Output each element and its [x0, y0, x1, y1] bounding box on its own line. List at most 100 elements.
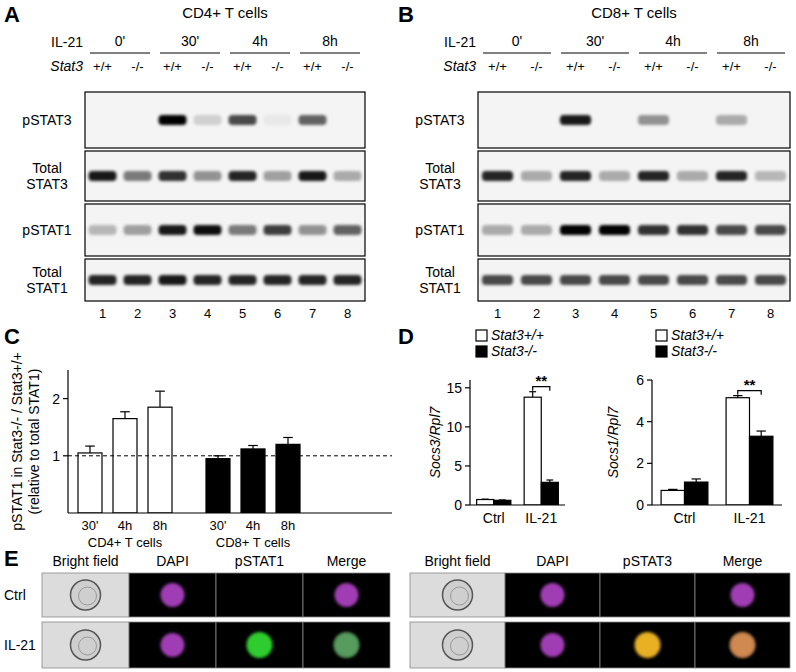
- merge-dapi: [335, 633, 359, 657]
- blot-title: CD4+ T cells: [182, 4, 268, 21]
- band: [299, 171, 327, 181]
- band: [89, 115, 117, 125]
- legend-label: Stat3+/+: [491, 327, 544, 343]
- panel-letter: B: [398, 2, 414, 27]
- image-tile: [695, 622, 790, 668]
- image-tile: [695, 573, 790, 617]
- lane-number: 2: [134, 306, 141, 321]
- band: [124, 225, 152, 235]
- band: [560, 171, 591, 181]
- x-tick-label: IL-21: [734, 510, 766, 526]
- bar: [541, 482, 558, 505]
- row-label-line: pSTAT1: [22, 222, 71, 238]
- row-label: pSTAT3: [22, 112, 71, 128]
- band: [560, 275, 591, 285]
- band: [755, 275, 786, 285]
- cell-nucleus: [451, 637, 469, 655]
- column-label: Merge: [723, 553, 763, 569]
- band: [229, 225, 257, 235]
- error-bar: [532, 392, 533, 397]
- y-label: Socs1/Rpl7: [605, 405, 621, 478]
- genotype: +/+: [93, 59, 112, 74]
- band: [677, 171, 708, 181]
- bar: [726, 398, 749, 505]
- band: [124, 275, 152, 285]
- band: [521, 275, 552, 285]
- merge-dapi: [335, 583, 359, 607]
- band: [229, 171, 257, 181]
- band: [638, 171, 669, 181]
- blot: CD4+ T cellsIL-21Stat30'30'4h8h+/+-/-+/+…: [22, 4, 365, 321]
- band: [194, 171, 222, 181]
- legend-swatch: [656, 346, 667, 357]
- image-tile: [303, 573, 390, 617]
- panel-letter: E: [4, 546, 19, 571]
- band: [482, 171, 513, 181]
- band: [124, 171, 152, 181]
- row-label-line: pSTAT3: [415, 112, 464, 128]
- blot-frame: [85, 92, 365, 148]
- annotation: **: [744, 376, 756, 393]
- blot-frame: [478, 204, 790, 256]
- band: [638, 275, 669, 285]
- bar: [78, 453, 102, 513]
- y-axis: [651, 380, 652, 505]
- y-tick: [465, 426, 470, 427]
- x-tick-label: Ctrl: [483, 510, 505, 526]
- band: [677, 225, 708, 235]
- image-tile: [42, 573, 129, 617]
- y-tick: [63, 455, 68, 456]
- band: [334, 115, 362, 125]
- lane-number: 6: [689, 306, 696, 321]
- x-tick-label: IL-21: [525, 510, 557, 526]
- row-label-line: Total: [425, 160, 455, 176]
- band: [599, 171, 630, 181]
- merge-dapi: [731, 633, 755, 657]
- cell-nucleus: [451, 587, 469, 605]
- lane-number: 4: [204, 306, 211, 321]
- bar: [206, 459, 230, 513]
- bar: [148, 407, 172, 513]
- imaging-panel: Bright fieldDAPIpSTAT1Merge: [42, 553, 390, 668]
- lane-number: 5: [239, 306, 246, 321]
- image-tile: [216, 622, 303, 668]
- band: [159, 225, 187, 235]
- y-tick-label: 10: [446, 419, 462, 435]
- error-bar: [159, 391, 160, 407]
- merge-stain: [334, 632, 360, 658]
- row-label-line: STAT3: [419, 176, 461, 192]
- genotype: +/+: [722, 59, 741, 74]
- band: [482, 225, 513, 235]
- column-label: DAPI: [536, 553, 569, 569]
- genotype-label: Stat3: [50, 58, 83, 74]
- band: [159, 115, 187, 125]
- protein-stain: [635, 632, 661, 658]
- blot: CD8+ T cellsIL-21Stat30'30'4h8h+/+-/-+/+…: [415, 4, 790, 321]
- band: [755, 225, 786, 235]
- band: [229, 275, 257, 285]
- row-label: TotalSTAT1: [419, 264, 461, 296]
- band: [159, 275, 187, 285]
- time-underline: [717, 53, 785, 54]
- band: [716, 115, 747, 125]
- y-tick-label: 6: [636, 372, 644, 388]
- time-underline: [561, 53, 629, 54]
- genotype: -/-: [131, 59, 143, 74]
- lane-number: 7: [309, 306, 316, 321]
- row-label-line: pSTAT1: [415, 222, 464, 238]
- reference-line: [68, 455, 392, 456]
- column-label: Bright field: [52, 553, 118, 569]
- y-tick: [465, 504, 470, 505]
- band: [89, 225, 117, 235]
- time-underline: [639, 53, 707, 54]
- column-label: pSTAT1: [235, 553, 284, 569]
- band: [264, 225, 292, 235]
- genotype: +/+: [233, 59, 252, 74]
- y-tick: [465, 465, 470, 466]
- band: [482, 275, 513, 285]
- row-label-line: pSTAT3: [22, 112, 71, 128]
- figure: ABCDECD4+ T cellsIL-21Stat30'30'4h8h+/+-…: [0, 0, 796, 672]
- blot-title: CD8+ T cells: [591, 4, 677, 21]
- treatment-label: IL-21: [444, 34, 476, 50]
- band: [638, 115, 669, 125]
